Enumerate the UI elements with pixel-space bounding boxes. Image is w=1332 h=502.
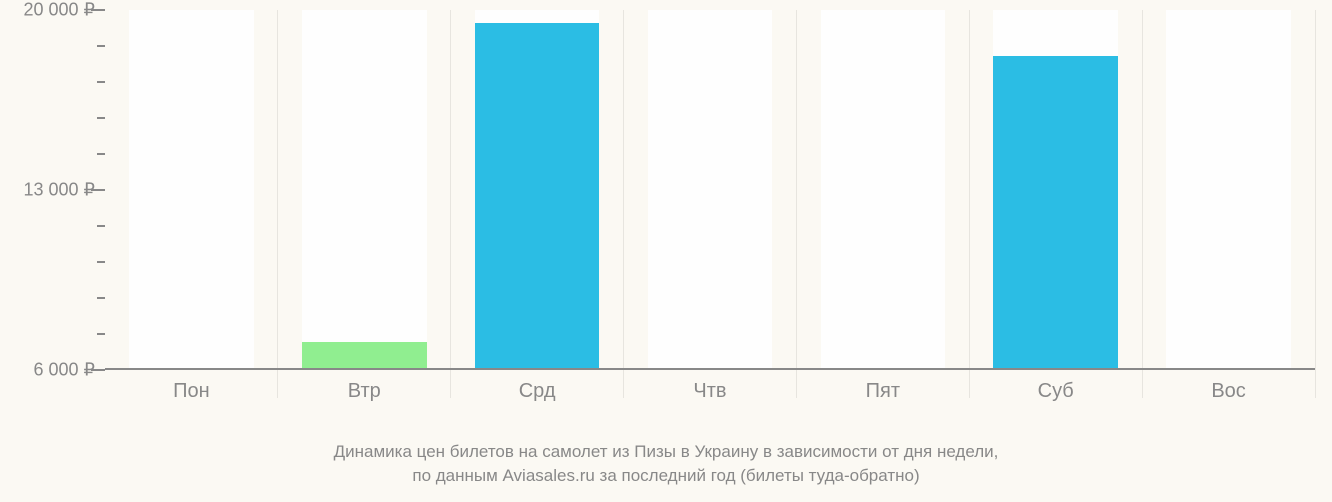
column-divider bbox=[969, 10, 970, 398]
y-minor-tick bbox=[97, 261, 105, 263]
bar bbox=[993, 56, 1117, 370]
bar-background bbox=[1166, 10, 1290, 370]
y-major-tick bbox=[91, 189, 105, 191]
x-axis-category-label: Суб bbox=[1038, 370, 1074, 403]
y-minor-tick bbox=[97, 297, 105, 299]
bar-slot: Суб bbox=[993, 10, 1117, 370]
bar-background bbox=[129, 10, 253, 370]
x-axis-category-label: Пон bbox=[173, 370, 210, 403]
x-axis-baseline bbox=[105, 368, 1315, 370]
bar-slot: Пон bbox=[129, 10, 253, 370]
caption-line-2: по данным Aviasales.ru за последний год … bbox=[0, 464, 1332, 488]
y-major-tick bbox=[91, 369, 105, 371]
y-minor-tick bbox=[97, 45, 105, 47]
bar-slot: Срд bbox=[475, 10, 599, 370]
column-divider bbox=[796, 10, 797, 398]
y-minor-tick bbox=[97, 117, 105, 119]
x-axis-category-label: Втр bbox=[348, 370, 381, 403]
x-axis-category-label: Вос bbox=[1211, 370, 1245, 403]
price-by-weekday-chart: ПонВтрСрдЧтвПятСубВос 6 000 ₽13 000 ₽20 … bbox=[0, 0, 1332, 502]
column-divider bbox=[277, 10, 278, 398]
bar bbox=[302, 342, 426, 370]
y-minor-tick bbox=[97, 153, 105, 155]
x-axis-category-label: Чтв bbox=[693, 370, 726, 403]
bar-slot: Втр bbox=[302, 10, 426, 370]
bar-background bbox=[648, 10, 772, 370]
bar-background bbox=[821, 10, 945, 370]
plot-area: ПонВтрСрдЧтвПятСубВос 6 000 ₽13 000 ₽20 … bbox=[105, 10, 1315, 370]
y-major-tick bbox=[91, 9, 105, 11]
bar-slot: Вос bbox=[1166, 10, 1290, 370]
bar-slot: Пят bbox=[821, 10, 945, 370]
bar bbox=[475, 23, 599, 370]
column-divider bbox=[1142, 10, 1143, 398]
x-axis-category-label: Срд bbox=[519, 370, 556, 403]
caption-line-1: Динамика цен билетов на самолет из Пизы … bbox=[0, 440, 1332, 464]
bar-slot: Чтв bbox=[648, 10, 772, 370]
column-divider bbox=[450, 10, 451, 398]
bar-background bbox=[302, 10, 426, 370]
y-minor-tick bbox=[97, 225, 105, 227]
column-divider bbox=[623, 10, 624, 398]
column-divider bbox=[1315, 10, 1316, 398]
bars-layer: Пон Втр Срд Чтв Пят Суб Вос bbox=[105, 10, 1315, 370]
x-axis-category-label: Пят bbox=[866, 370, 900, 403]
chart-caption: Динамика цен билетов на самолет из Пизы … bbox=[0, 440, 1332, 488]
y-minor-tick bbox=[97, 81, 105, 83]
y-minor-tick bbox=[97, 333, 105, 335]
